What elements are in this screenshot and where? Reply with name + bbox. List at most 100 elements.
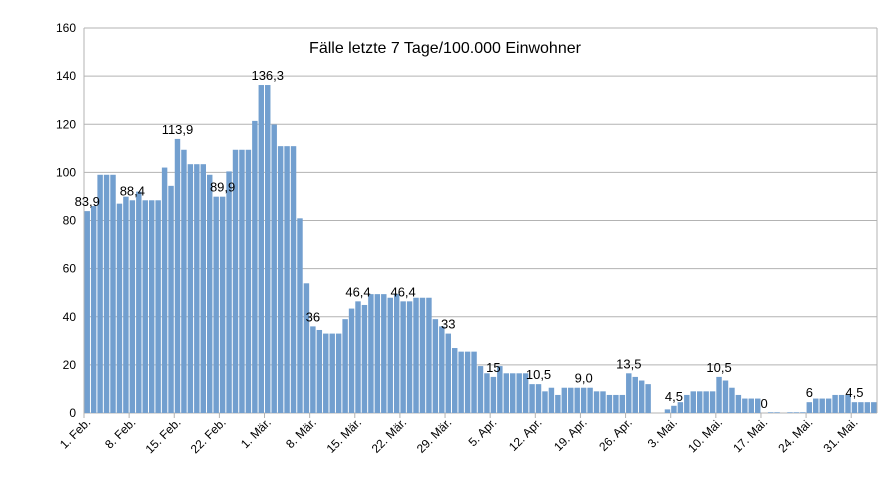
- bar: [432, 319, 439, 413]
- bar: [258, 85, 265, 413]
- y-tick-label: 60: [63, 262, 77, 276]
- bar: [497, 366, 503, 413]
- y-tick-label: 80: [63, 214, 77, 228]
- bar: [181, 149, 187, 413]
- chart-title: Fälle letzte 7 Tage/100.000 Einwohner: [309, 40, 582, 57]
- bar: [458, 351, 464, 413]
- bar: [735, 394, 742, 413]
- bar: [555, 394, 561, 413]
- data-label: 13,5: [616, 356, 641, 371]
- bar: [110, 174, 116, 413]
- bar-series: [84, 85, 877, 414]
- bar: [774, 412, 780, 413]
- bar: [503, 373, 510, 413]
- data-label: 89,9: [210, 180, 235, 195]
- bar: [858, 402, 864, 413]
- bar: [516, 373, 522, 413]
- data-label: 4,5: [845, 385, 863, 400]
- bar: [393, 294, 400, 413]
- bar: [103, 174, 110, 413]
- bar: [277, 146, 284, 413]
- bar: [793, 412, 800, 413]
- bar: [129, 200, 136, 413]
- bar: [722, 380, 729, 413]
- bar: [871, 402, 877, 413]
- bar: [136, 191, 142, 413]
- bar: [535, 384, 542, 414]
- bar: [626, 373, 632, 413]
- bar: [97, 174, 103, 413]
- bar: [606, 394, 613, 413]
- bar: [825, 398, 832, 413]
- bar: [400, 301, 406, 413]
- bar: [677, 402, 684, 413]
- bar: [619, 394, 626, 413]
- bar: [419, 297, 426, 413]
- bar: [787, 412, 793, 413]
- bar: [161, 167, 168, 413]
- bar: [252, 120, 258, 413]
- bar: [290, 146, 297, 413]
- bar: [174, 138, 181, 413]
- bar: [439, 326, 445, 414]
- bar: [729, 387, 735, 413]
- data-label: 10,5: [706, 360, 731, 375]
- bar: [323, 333, 329, 413]
- bar: [510, 373, 516, 413]
- bar: [361, 304, 368, 413]
- bar: [580, 387, 587, 413]
- bar: [542, 391, 548, 413]
- data-label: 46,4: [345, 284, 370, 299]
- bar: [245, 149, 252, 413]
- bar: [187, 164, 194, 413]
- bar: [703, 391, 709, 413]
- bar: [368, 294, 374, 413]
- bar: [194, 164, 200, 413]
- bar: [864, 402, 871, 413]
- bar: [484, 373, 490, 413]
- bar: [613, 394, 619, 413]
- data-label: 88,4: [120, 183, 145, 198]
- bar: [381, 294, 387, 413]
- bar: [477, 366, 484, 413]
- bar: [600, 391, 606, 413]
- bar: [684, 394, 690, 413]
- bar: [522, 373, 529, 413]
- y-tick-label: 140: [56, 69, 76, 83]
- bar: [716, 376, 722, 413]
- bar: [348, 308, 355, 413]
- bar: [284, 146, 290, 413]
- bar: [755, 398, 761, 413]
- bar: [529, 384, 535, 414]
- data-label: 83,9: [75, 194, 100, 209]
- data-label: 113,9: [162, 122, 194, 137]
- bar: [116, 203, 123, 413]
- bar: [767, 412, 774, 413]
- bar: [709, 391, 716, 413]
- bar: [207, 174, 213, 413]
- bar: [303, 283, 310, 413]
- bar: [845, 394, 851, 413]
- bar: [90, 206, 97, 413]
- bar: [664, 409, 671, 413]
- data-label: 4,5: [665, 389, 683, 404]
- bar: [232, 149, 239, 413]
- y-tick-label: 160: [56, 21, 76, 35]
- bar: [806, 402, 813, 413]
- bar: [851, 402, 858, 413]
- bar: [265, 85, 271, 413]
- y-tick-label: 100: [56, 165, 76, 179]
- y-tick-label: 120: [56, 117, 76, 131]
- bar: [335, 333, 342, 413]
- bar: [471, 351, 477, 413]
- bar: [561, 387, 568, 413]
- data-label: 33: [441, 317, 455, 332]
- bar: [168, 185, 174, 413]
- bar: [329, 333, 335, 413]
- bar: [696, 391, 703, 413]
- data-label: 9,0: [575, 371, 593, 386]
- bar: [748, 398, 755, 413]
- bar: [213, 196, 219, 413]
- bar: [148, 200, 155, 413]
- bar: [426, 297, 432, 413]
